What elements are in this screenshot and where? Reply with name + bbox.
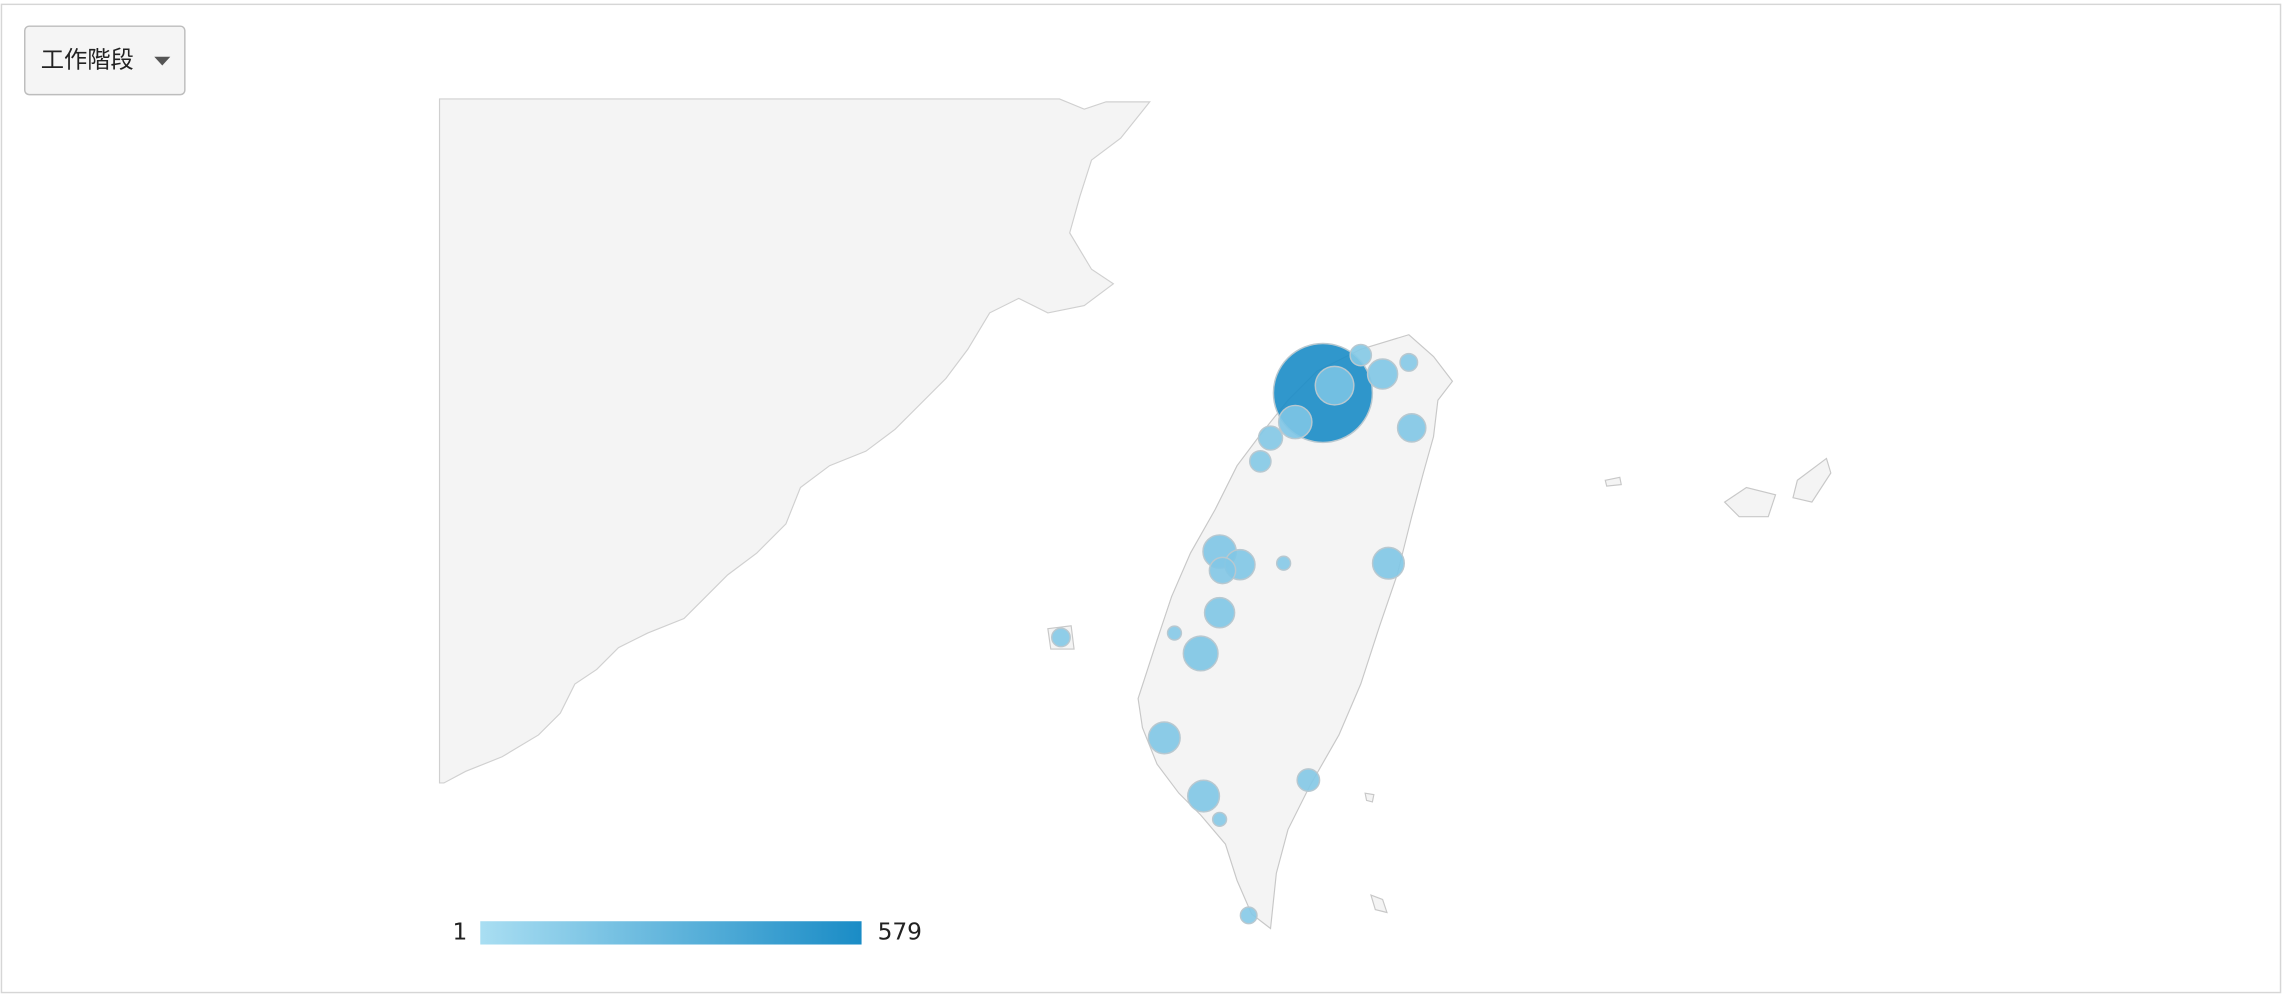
dropdown-label[interactable]: 工作階段 [41,47,134,74]
island [1792,457,1832,503]
marker[interactable] [1371,546,1405,580]
marker[interactable] [1166,625,1183,641]
dropdown-box[interactable] [24,25,186,96]
marker[interactable] [1182,635,1219,672]
marker[interactable] [1208,556,1237,585]
marker[interactable] [1366,358,1399,390]
mainland-coast [438,98,1151,784]
island [1604,476,1622,487]
marker[interactable] [1239,906,1258,925]
marker[interactable] [1396,413,1427,443]
marker[interactable] [1203,596,1236,629]
marker[interactable] [1296,768,1321,793]
taiwan [1137,334,1454,930]
marker[interactable] [1277,404,1313,440]
dropdown[interactable]: 工作階段 [24,25,186,96]
island [1370,894,1388,914]
marker[interactable] [1147,721,1181,755]
legend-min: 1 [452,918,467,945]
markers [1051,342,1427,925]
marker[interactable] [1399,352,1419,372]
marker[interactable] [1314,365,1355,406]
marker[interactable] [1186,779,1221,813]
dropdown-arrow[interactable] [154,56,171,66]
marker[interactable] [1257,425,1284,451]
legend: 1 579 [452,918,922,945]
panel [0,3,2282,994]
marker[interactable] [1248,449,1272,473]
marker[interactable] [1349,343,1373,367]
map [438,98,1832,930]
island [1364,792,1375,803]
marker[interactable] [1051,627,1071,648]
island [1723,486,1777,518]
marker[interactable] [1211,811,1228,828]
legend-max: 579 [878,918,922,945]
marker[interactable] [1275,555,1292,571]
legend-gradient [480,921,862,945]
